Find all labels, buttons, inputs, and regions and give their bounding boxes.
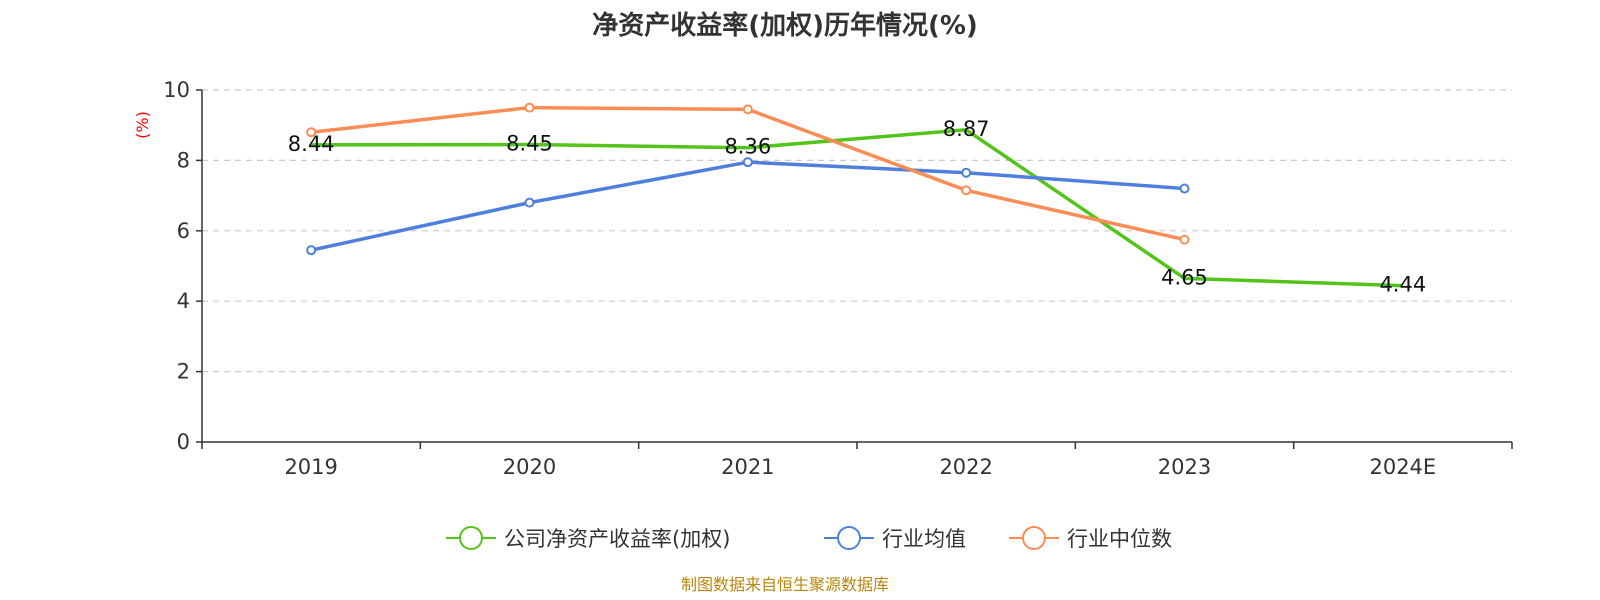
legend-item-1[interactable]: 行业均值 [824, 526, 966, 551]
data-point[interactable] [1179, 234, 1190, 245]
y-tick-label: 10 [163, 78, 190, 102]
y-tick-label: 2 [177, 360, 190, 384]
legend-label: 行业中位数 [1067, 527, 1172, 551]
series-layer [306, 102, 1403, 288]
x-tick-label: 2019 [284, 455, 337, 479]
x-tick-label: 2023 [1158, 455, 1211, 479]
data-point[interactable] [306, 245, 317, 256]
series-line [310, 105, 1185, 242]
data-label: 8.36 [724, 135, 771, 159]
data-point[interactable] [742, 157, 753, 168]
axes: 0 2 4 6 8 10 2019 2020 2021 2022 2023 2024E [163, 78, 1513, 479]
y-axis-unit-label: (%) [133, 111, 152, 139]
data-point[interactable] [524, 102, 535, 113]
data-source-label: 制图数据来自恒生聚源数据库 [681, 575, 889, 594]
legend-label: 公司净资产收益率(加权) [504, 527, 730, 551]
legend-circle-icon [837, 526, 861, 550]
data-label: 8.87 [943, 117, 990, 141]
x-tick-label: 2024E [1369, 455, 1436, 479]
data-label: 8.45 [506, 132, 553, 156]
series-2 [306, 102, 1190, 245]
legend[interactable]: 公司净资产收益率(加权) 行业均值 行业中位数 [446, 526, 1172, 551]
series-line [311, 128, 1403, 288]
series-1 [306, 157, 1190, 256]
grid-lines [202, 89, 1512, 373]
data-label: 4.44 [1379, 273, 1426, 297]
legend-item-0[interactable]: 公司净资产收益率(加权) [446, 526, 730, 551]
x-tick-label: 2020 [503, 455, 556, 479]
data-point[interactable] [742, 104, 753, 115]
data-point[interactable] [961, 167, 972, 178]
series-line [310, 160, 1185, 252]
data-point[interactable] [961, 185, 972, 196]
legend-circle-icon [459, 526, 483, 550]
data-label: 4.65 [1161, 265, 1208, 289]
data-labels: 8.44 8.45 8.36 8.87 4.65 4.44 [288, 117, 1426, 297]
series-0 [311, 128, 1403, 288]
x-tick-label: 2022 [939, 455, 992, 479]
data-point[interactable] [1179, 183, 1190, 194]
data-point[interactable] [524, 197, 535, 208]
y-tick-label: 4 [177, 289, 190, 313]
data-point[interactable] [306, 127, 317, 138]
y-tick-label: 0 [177, 430, 190, 454]
legend-item-2[interactable]: 行业中位数 [1009, 526, 1172, 551]
data-label: 8.44 [288, 132, 335, 156]
legend-circle-icon [1022, 526, 1046, 550]
y-tick-label: 6 [177, 219, 190, 243]
y-tick-label: 8 [177, 148, 190, 172]
chart-title: 净资产收益率(加权)历年情况(%) [592, 10, 978, 41]
x-tick-label: 2021 [721, 455, 774, 479]
legend-label: 行业均值 [882, 527, 966, 551]
